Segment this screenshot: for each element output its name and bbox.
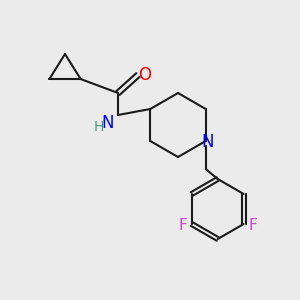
Text: O: O bbox=[139, 66, 152, 84]
Text: F: F bbox=[248, 218, 257, 233]
Text: N: N bbox=[202, 133, 214, 151]
Text: F: F bbox=[178, 218, 187, 233]
Text: H: H bbox=[94, 120, 104, 134]
Text: N: N bbox=[102, 114, 114, 132]
